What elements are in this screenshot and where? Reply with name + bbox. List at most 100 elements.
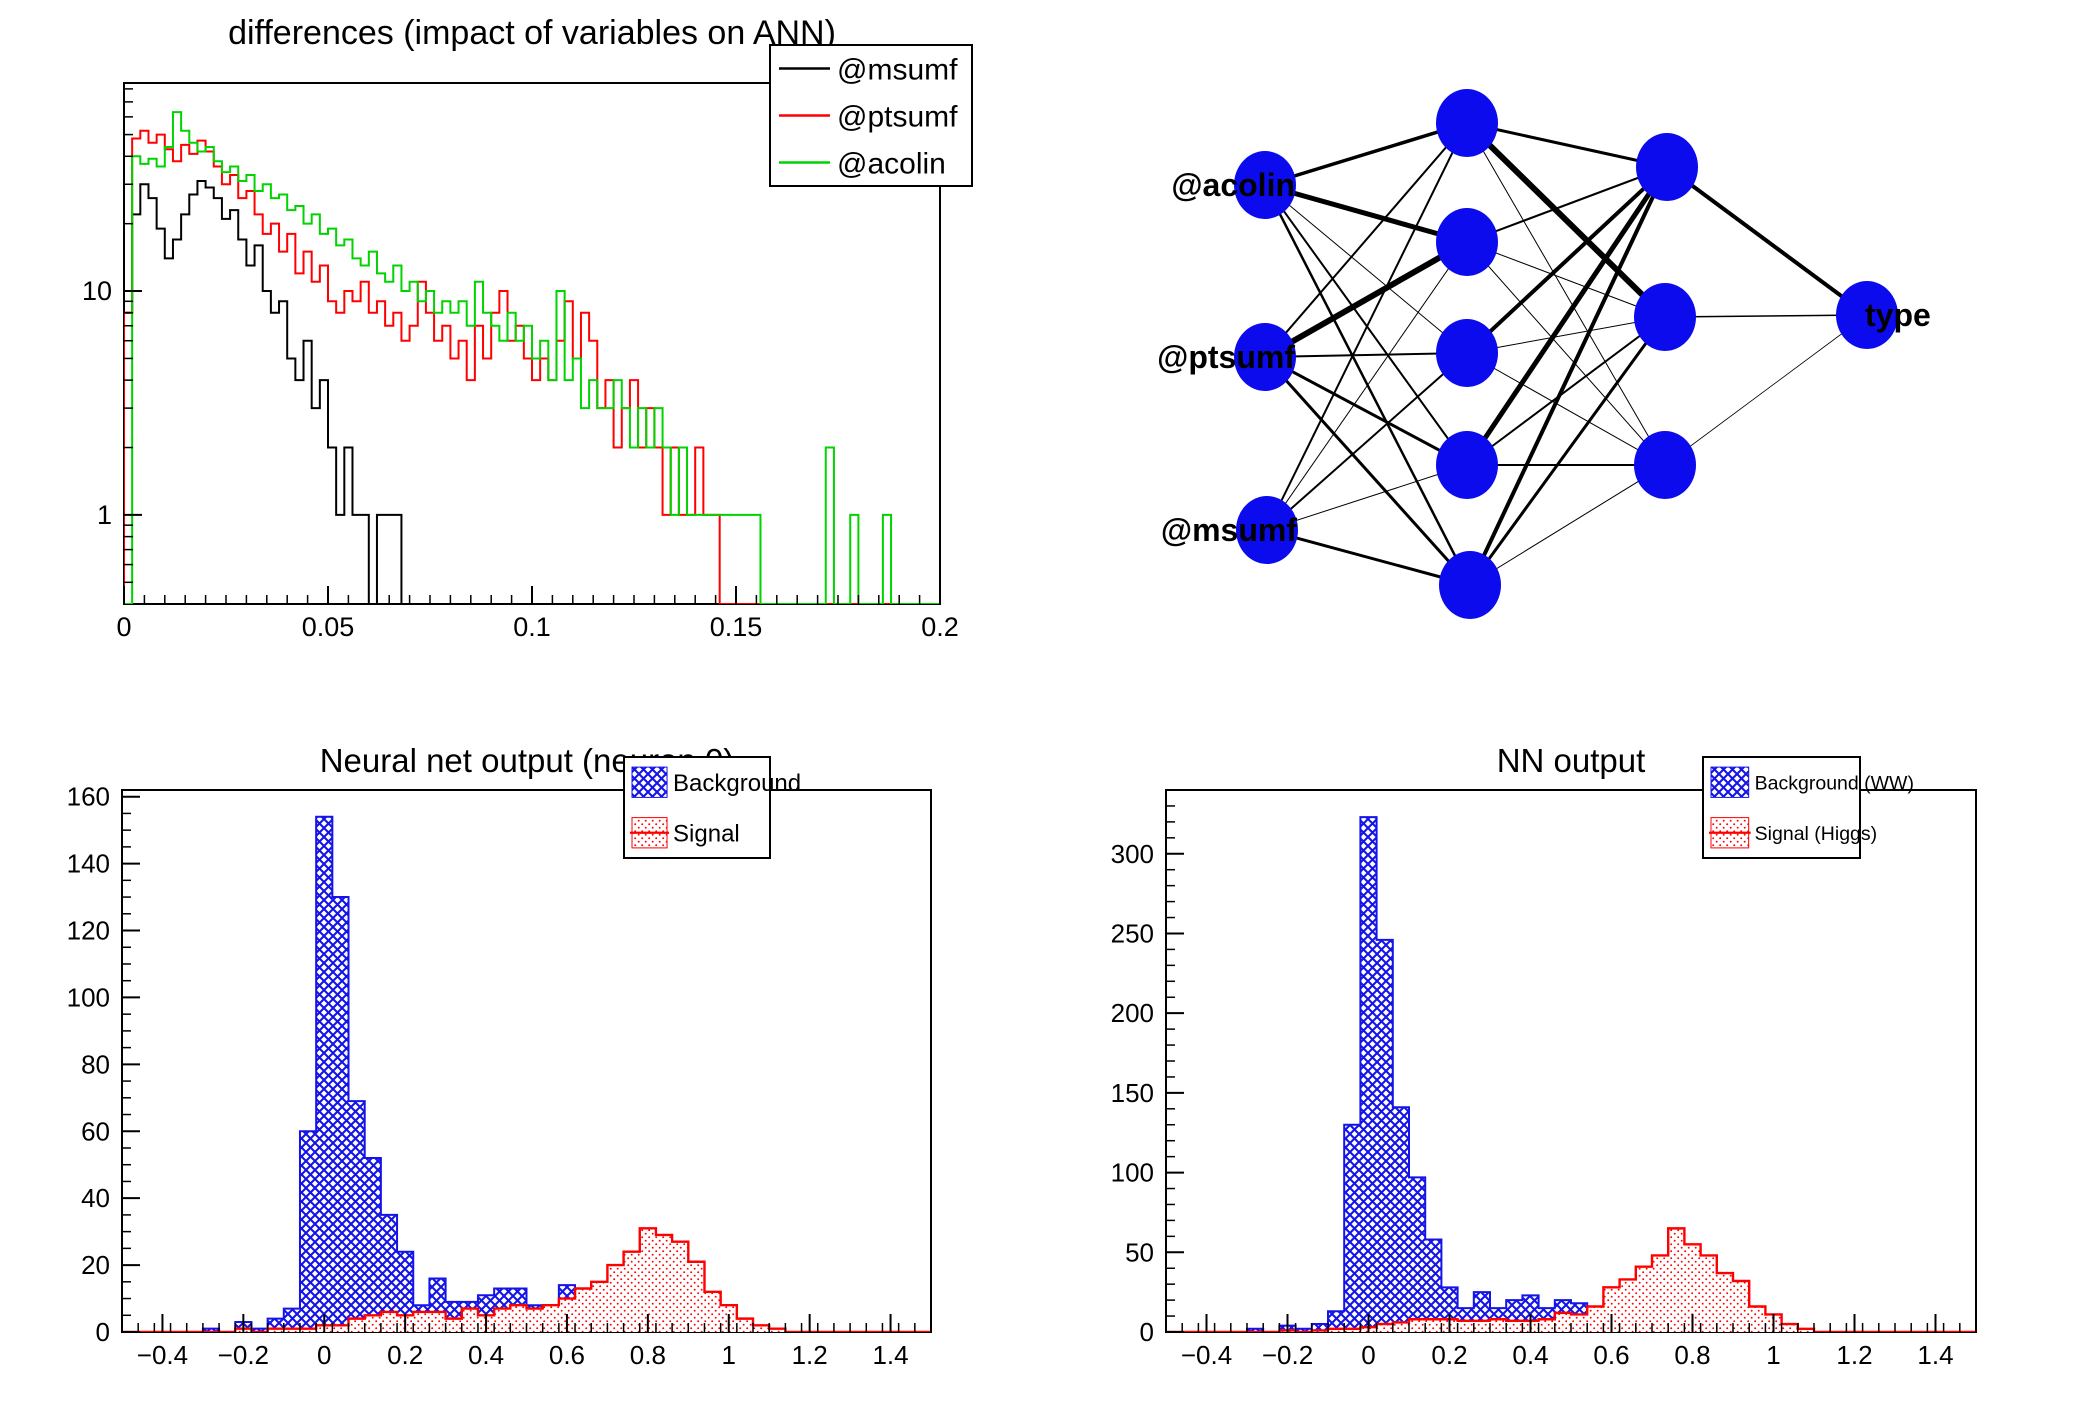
y-tick-label: 160 <box>67 782 110 812</box>
neuron-node-hidden2-2 <box>1634 283 1696 351</box>
axes-ticks: −0.4 −0.2 0 0.2 0.4 0.6 0.8 1 1.2 1.4 0 20 40 60 80 100… <box>67 782 932 1370</box>
synapse-edge <box>1266 528 1471 587</box>
y-tick-label: 250 <box>1111 918 1154 948</box>
synapse-edge <box>1665 165 1869 317</box>
synapse-edge <box>1466 121 1668 169</box>
plot-frame <box>1165 789 1977 1333</box>
y-tick-label: 20 <box>81 1250 110 1280</box>
legend-label: Background (WW) <box>1755 772 1914 794</box>
x-tick-label: 0 <box>1361 1340 1375 1370</box>
legend-label: Signal <box>673 820 740 847</box>
x-tick-label: 0.4 <box>1512 1340 1548 1370</box>
legend-swatch-icon <box>1710 766 1750 798</box>
chart-title-differences: differences (impact of variables on ANN) <box>228 14 836 52</box>
series-group <box>122 815 931 1332</box>
x-tick-label: 0.2 <box>921 612 959 642</box>
synapse-edge <box>1264 355 1468 467</box>
synapse-edge <box>1266 122 1468 531</box>
x-tick-label: −0.2 <box>1262 1340 1313 1370</box>
plot-frame <box>121 789 932 1333</box>
synapse-edge <box>1664 314 1868 318</box>
legend-label: Background <box>673 770 801 797</box>
y-tick-label: 40 <box>81 1183 110 1213</box>
axes-ticks: 0 0.05 0.1 0.15 0.2 1 10 <box>82 88 959 642</box>
neuron-label-input-msumf: @msumf <box>1161 512 1297 548</box>
x-tick-label: 1 <box>1766 1340 1780 1370</box>
neuron-label-output-type: type <box>1865 297 1931 333</box>
series-group <box>124 111 940 604</box>
x-tick-label: −0.2 <box>218 1340 269 1370</box>
x-tick-label: 0.1 <box>513 612 551 642</box>
y-tick-label: 300 <box>1111 839 1154 869</box>
neuron-node-hidden1-5 <box>1439 551 1501 619</box>
synapse-edge <box>1263 239 1469 360</box>
synapse-edge <box>1466 241 1666 466</box>
pad-nn-output: NN output −0.4 −0.2 0 0.2 0.4 0.6 0.8 1 1.2 1.4 0 50… <box>1111 742 1977 1370</box>
hist-fill-Background (WW) <box>1166 817 1976 1332</box>
synapse-edge <box>1466 316 1666 466</box>
y-tick-label: 120 <box>67 916 110 946</box>
y-tick-label: 50 <box>1125 1237 1154 1267</box>
x-tick-label: 1 <box>722 1340 736 1370</box>
neuron-node-hidden1-2 <box>1436 208 1498 276</box>
y-tick-label: 60 <box>81 1116 110 1146</box>
synapse-edge <box>1264 122 1468 358</box>
neuron-node-hidden1-3 <box>1436 319 1498 387</box>
synapse-edge <box>1266 464 1468 531</box>
y-tick-label: 0 <box>96 1317 110 1347</box>
neuron-label-input-acolin: @acolin <box>1171 167 1295 203</box>
y-tick-label: 140 <box>67 849 110 879</box>
legend-nn-output: Background (WW) Signal (Higgs) <box>1702 756 1914 859</box>
legend-swatch-icon <box>631 766 668 798</box>
x-tick-label: 0 <box>116 612 131 642</box>
y-tick-label: 150 <box>1111 1078 1154 1108</box>
y-tick-label: 200 <box>1111 998 1154 1028</box>
chart-title-nn-output: NN output <box>1497 742 1646 779</box>
hist-outline-Background <box>122 815 931 1332</box>
y-tick-label: 0 <box>1140 1317 1154 1347</box>
synapse-edge <box>1264 182 1468 245</box>
x-tick-label: 0.8 <box>630 1340 666 1370</box>
neuron-label-input-ptsumf: @ptsumf <box>1157 339 1295 375</box>
x-tick-label: 0.2 <box>1431 1340 1467 1370</box>
synapse-edge <box>1264 184 1468 354</box>
neuron-node-hidden2-1 <box>1636 133 1698 201</box>
neuron-node-input-acolin <box>1234 151 1296 219</box>
x-tick-label: 1.2 <box>792 1340 828 1370</box>
neuron-node-input-ptsumf <box>1234 323 1296 391</box>
hist-outline-@acolin <box>124 111 940 604</box>
synapse-edge <box>1466 316 1666 354</box>
x-tick-label: 0.6 <box>1593 1340 1629 1370</box>
synapse-edge <box>1468 166 1669 586</box>
synapse-edge <box>1466 122 1666 466</box>
synapse-edge <box>1664 314 1868 466</box>
hist-outline-@msumf <box>124 180 940 604</box>
neuron-node-input-msumf <box>1236 496 1298 564</box>
synapse-edge <box>1466 166 1668 243</box>
synapse-edge <box>1263 355 1472 587</box>
synapse-edge <box>1469 464 1666 586</box>
synapse-edge <box>1264 184 1468 466</box>
x-tick-label: 1.4 <box>872 1340 908 1370</box>
pad-nn-output-neuron0: Neural net output (neuron 0)−0.4 −0.2 0 0.2… <box>67 742 932 1370</box>
synapse-edge <box>1264 121 1468 187</box>
hist-outline-@ptsumf <box>124 129 940 604</box>
x-tick-label: 0.2 <box>387 1340 423 1370</box>
synapse-edge <box>1464 120 1668 320</box>
x-tick-label: 1.4 <box>1917 1340 1953 1370</box>
x-tick-label: 0 <box>317 1340 331 1370</box>
x-tick-label: 0.4 <box>468 1340 504 1370</box>
synapse-edge <box>1266 352 1468 531</box>
hist-outline-Signal <box>122 1227 931 1332</box>
x-tick-label: 0.8 <box>1674 1340 1710 1370</box>
hist-fill-Background <box>122 816 931 1332</box>
legend-nn-output-neuron0: Background Signal <box>623 756 801 859</box>
y-tick-label: 80 <box>81 1049 110 1079</box>
synapse-edge <box>1466 241 1666 318</box>
axes-ticks: −0.4 −0.2 0 0.2 0.4 0.6 0.8 1 1.2 1.4 0 50 100 150 200… <box>1111 789 1977 1370</box>
neuron-node-hidden1-1 <box>1436 89 1498 157</box>
legend-label: Signal (Higgs) <box>1755 823 1877 845</box>
network-nodes: @acolin @ptsumf @msumf type <box>1157 89 1931 619</box>
